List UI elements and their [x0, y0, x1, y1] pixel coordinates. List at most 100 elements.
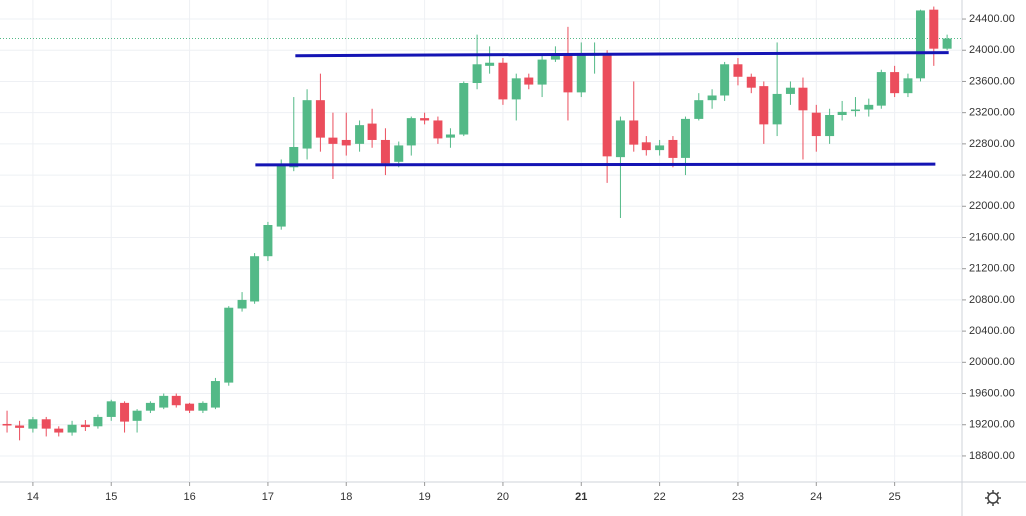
x-tick-label: 22 — [653, 491, 665, 503]
candle-body — [668, 139, 678, 158]
candle-body — [276, 164, 286, 227]
candle-body — [367, 123, 377, 140]
candle-body — [28, 419, 38, 429]
candle-body — [694, 100, 704, 119]
candle-body — [328, 137, 338, 144]
y-tick-label: 22800.00 — [969, 138, 1015, 150]
candle-body — [850, 109, 860, 112]
candle-body — [864, 104, 874, 110]
candle-body — [798, 87, 808, 111]
candle-body — [785, 87, 795, 94]
candle-body — [485, 62, 495, 66]
candle-body — [302, 100, 312, 149]
candle-body — [80, 424, 90, 428]
candle-body — [772, 93, 782, 125]
candle-body — [2, 423, 12, 426]
candle-body — [120, 402, 130, 422]
candle-body — [537, 59, 547, 85]
y-tick-label: 20400.00 — [969, 325, 1015, 337]
candle-body — [459, 83, 469, 135]
candle-body — [54, 428, 64, 433]
candle-body — [15, 425, 25, 428]
y-tick-label: 18800.00 — [969, 450, 1015, 462]
candle-body — [237, 299, 247, 309]
y-tick-label: 20800.00 — [969, 294, 1015, 306]
y-tick-label: 24400.00 — [969, 13, 1015, 25]
candle-body — [903, 78, 913, 94]
settings-icon[interactable] — [985, 490, 1001, 506]
candle-body — [641, 142, 651, 151]
y-tick-label: 21200.00 — [969, 263, 1015, 275]
candle-body — [655, 145, 665, 151]
x-tick-label: 18 — [340, 491, 352, 503]
candle-body — [498, 62, 508, 100]
x-tick-label: 21 — [575, 491, 587, 503]
x-tick-label: 17 — [262, 491, 274, 503]
candle-body — [576, 54, 586, 93]
candle-body — [615, 120, 625, 158]
candle-body — [41, 419, 51, 429]
candle-body — [210, 381, 220, 408]
candle-body — [198, 402, 208, 411]
y-tick-label: 23200.00 — [969, 107, 1015, 119]
candle-body — [915, 10, 925, 79]
candle-body — [811, 112, 821, 137]
candle-body — [171, 395, 181, 406]
candle-body — [680, 118, 690, 158]
candle-body — [185, 403, 195, 411]
x-tick-label: 16 — [183, 491, 195, 503]
x-tick-label: 15 — [105, 491, 117, 503]
candle-body — [380, 139, 390, 164]
candle-body — [472, 64, 482, 84]
candle-body — [733, 64, 743, 77]
candle-body — [289, 146, 299, 168]
candle-body — [406, 118, 416, 146]
y-tick-label: 19200.00 — [969, 419, 1015, 431]
candle-body — [629, 120, 639, 145]
candle-body — [67, 424, 77, 433]
y-tick-label: 24000.00 — [969, 44, 1015, 56]
candle-body — [420, 118, 430, 121]
candle-body — [602, 54, 612, 157]
x-tick-label: 25 — [889, 491, 901, 503]
x-tick-label: 14 — [27, 491, 39, 503]
candle-body — [132, 410, 142, 421]
candle-body — [159, 395, 169, 408]
y-tick-label: 21600.00 — [969, 231, 1015, 243]
candle-body — [707, 95, 717, 101]
gear-teeth[interactable] — [985, 490, 1001, 506]
candle-body — [720, 64, 730, 96]
candle-body — [263, 225, 273, 257]
candle-body — [942, 38, 952, 49]
candle-body — [145, 402, 155, 411]
candle-body — [524, 77, 534, 85]
y-tick-label: 22400.00 — [969, 169, 1015, 181]
candle-body — [511, 78, 521, 100]
y-tick-label: 22000.00 — [969, 200, 1015, 212]
candle-body — [929, 9, 939, 49]
candle-body — [355, 125, 365, 144]
candle-body — [445, 134, 455, 138]
candle-body — [341, 139, 351, 146]
x-tick-label: 24 — [810, 491, 822, 503]
candle-body — [394, 145, 404, 162]
candle-body — [93, 416, 103, 427]
y-tick-label: 19600.00 — [969, 387, 1015, 399]
x-tick-label: 19 — [418, 491, 430, 503]
candle-body — [890, 72, 900, 94]
candle-body — [224, 307, 234, 383]
x-tick-label: 20 — [497, 491, 509, 503]
y-tick-label: 23600.00 — [969, 75, 1015, 87]
candle-body — [433, 120, 443, 139]
candle-body — [315, 100, 325, 138]
y-tick-label: 20000.00 — [969, 356, 1015, 368]
x-tick-label: 23 — [732, 491, 744, 503]
candle-body — [746, 76, 756, 88]
candle-body — [759, 86, 769, 125]
candle-body — [563, 53, 573, 93]
candle-body — [550, 54, 560, 60]
candle-body — [837, 111, 847, 115]
candle-body — [106, 401, 116, 417]
trend-line — [255, 162, 936, 167]
